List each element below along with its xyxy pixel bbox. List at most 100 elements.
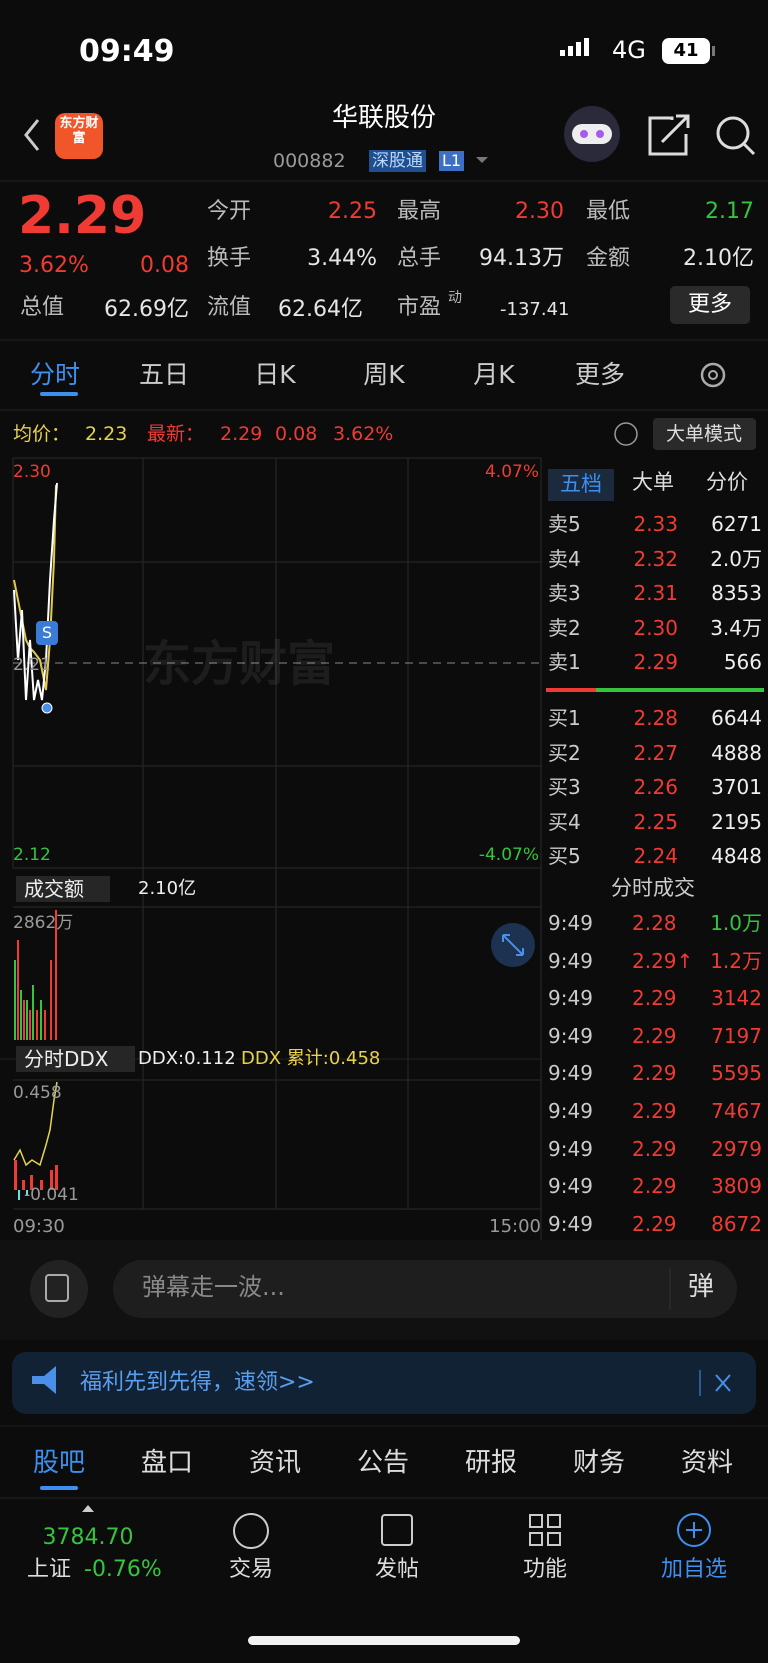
trade-volume: 7197	[711, 1023, 762, 1048]
bottom-tab[interactable]: 资料	[680, 1448, 734, 1479]
nav-item[interactable]: 发帖	[374, 1556, 420, 1582]
book-label: 卖2	[548, 615, 581, 640]
trade-price: 2.29	[632, 1061, 677, 1086]
bottom-tab[interactable]: 资讯	[248, 1448, 302, 1479]
ddx-value: DDX:0.112	[138, 1048, 236, 1070]
book-price: 2.31	[633, 581, 678, 606]
tab[interactable]: 日K	[254, 359, 296, 389]
pct-high: 4.07%	[484, 461, 539, 482]
avg: 2.23	[85, 422, 128, 445]
book-label: 买3	[548, 775, 581, 800]
stat-label: 今开	[207, 198, 252, 224]
trades-title: 分时成交	[611, 876, 695, 901]
trade-time: 9:49	[548, 986, 593, 1011]
trade-volume: 1.0万	[710, 911, 762, 935]
comment-input[interactable]: 弹幕走一波...	[142, 1273, 285, 1302]
nav-item[interactable]: 功能	[522, 1556, 568, 1582]
book-volume: 2.0万	[710, 546, 762, 571]
book-label: 买1	[548, 706, 581, 730]
tab[interactable]: 月K	[473, 359, 515, 389]
danmu-button[interactable]: 弹	[687, 1272, 715, 1303]
book-label: 卖1	[548, 650, 581, 675]
latest-pct: 3.62%	[333, 422, 394, 445]
tab[interactable]: 周K	[363, 359, 405, 389]
nav-item[interactable]: 交易	[228, 1556, 274, 1582]
book-price: 2.26	[633, 775, 678, 800]
bottom-tab[interactable]: 财务	[572, 1448, 626, 1479]
latest-change: 0.08	[275, 422, 318, 445]
trade-volume: 8672	[711, 1211, 762, 1236]
avg-label: 均价：	[13, 422, 71, 445]
latest-label: 最新：	[147, 422, 205, 445]
book-volume: 3701	[711, 775, 762, 800]
stat-label: 最高	[397, 198, 442, 224]
ddx-label: 分时DDX	[16, 1046, 135, 1072]
trade-time: 9:49	[548, 1211, 593, 1236]
index-value: 3784.70	[42, 1524, 134, 1550]
time-start: 09:30	[13, 1216, 65, 1238]
book-tab[interactable]: 大单	[632, 470, 674, 495]
book-label: 卖5	[548, 512, 581, 536]
book-tab[interactable]: 五档	[548, 469, 614, 501]
book-volume: 3.4万	[710, 615, 762, 640]
stat-value: 2.30	[515, 198, 564, 224]
network: 4G	[612, 36, 646, 65]
ddx-cum: DDX 累计:0.458	[241, 1048, 381, 1070]
price-low: 2.12	[13, 844, 51, 865]
stat-value: 3.44%	[307, 245, 377, 271]
stat-value: 2.25	[328, 198, 377, 224]
pe-mark: 动	[448, 289, 462, 306]
trade-time: 9:49	[548, 948, 593, 973]
level: L1	[439, 150, 465, 172]
stat-value: 94.13万	[479, 245, 564, 271]
trade-price: 2.29	[632, 1136, 677, 1161]
tab[interactable]: 更多	[574, 359, 626, 389]
marker: S	[41, 622, 53, 642]
trade-volume: 5595	[711, 1061, 762, 1086]
trade-time: 9:49	[548, 1099, 593, 1123]
book-label: 买2	[548, 740, 581, 765]
bottom-tab[interactable]: 盘口	[140, 1448, 194, 1479]
stat-value: -137.41	[500, 299, 570, 321]
stat-value: 2.10亿	[683, 245, 754, 271]
stat-label: 市盈	[397, 294, 442, 320]
book-volume: 566	[723, 650, 762, 675]
book-price: 2.29	[633, 650, 678, 675]
stat-label: 总手	[397, 245, 442, 271]
stock-code: 000882	[273, 149, 346, 172]
more-button[interactable]: 更多	[687, 291, 733, 317]
mode-button[interactable]: 大单模式	[665, 422, 743, 445]
trade-price: 2.29	[632, 986, 677, 1011]
tab[interactable]: 分时	[29, 359, 81, 389]
bottom-tab[interactable]: 研报	[464, 1448, 518, 1479]
tab[interactable]: 五日	[138, 359, 190, 389]
trade-time: 9:49	[548, 1174, 593, 1199]
book-volume: 2195	[711, 809, 762, 834]
time-end: 15:00	[489, 1216, 541, 1238]
trade-volume: 3142	[711, 986, 762, 1011]
volume-value: 2.10亿	[138, 878, 197, 900]
ddx-top: 0.458	[13, 1082, 62, 1103]
logo: 东方财富	[59, 116, 99, 146]
nav-item[interactable]: 加自选	[660, 1556, 728, 1582]
trade-time: 9:49	[548, 1023, 593, 1048]
status-time: 09:49	[79, 33, 175, 69]
stat-label: 金额	[586, 245, 631, 271]
bottom-tab[interactable]: 公告	[356, 1448, 410, 1479]
trade-volume: 1.2万	[710, 948, 762, 973]
book-price: 2.27	[633, 740, 678, 765]
trade-price: 2.29	[632, 1023, 677, 1048]
banner[interactable]: 福利先到先得，速领>>	[80, 1369, 315, 1395]
stock-title: 华联股份	[331, 103, 437, 134]
book-price: 2.25	[633, 809, 678, 834]
trade-price: 2.29↑	[632, 948, 694, 973]
bottom-tab[interactable]: 股吧	[32, 1448, 86, 1479]
latest: 2.29	[220, 422, 263, 445]
stat-value: 62.64亿	[278, 296, 363, 322]
book-tab[interactable]: 分价	[706, 470, 748, 495]
pct-low: -4.07%	[478, 844, 539, 865]
change: 0.08	[140, 252, 189, 278]
book-volume: 4888	[711, 740, 762, 765]
